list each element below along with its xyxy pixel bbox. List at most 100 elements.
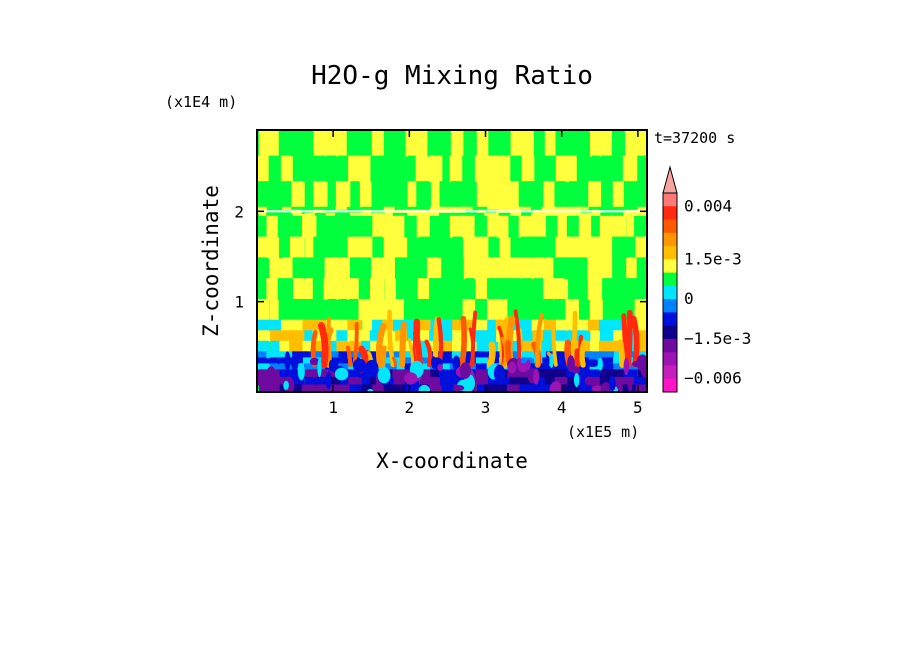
field-cell — [612, 257, 627, 280]
colorbar-segment — [663, 193, 677, 207]
y-tick-label: 2 — [234, 202, 244, 221]
field-cell — [361, 340, 376, 353]
field-cell — [290, 319, 305, 332]
field-cell — [587, 257, 602, 280]
colorbar-segment — [663, 219, 677, 234]
eddy — [404, 372, 418, 385]
field-cell — [449, 215, 465, 238]
field-cell — [566, 130, 581, 157]
field-cell — [496, 278, 512, 300]
field-cell — [385, 212, 400, 217]
field-cell — [270, 340, 285, 353]
field-cell — [589, 351, 605, 359]
field-cell — [531, 206, 546, 211]
field-cell — [313, 155, 329, 183]
field-cell — [384, 278, 400, 300]
field-cell — [543, 369, 558, 378]
field-cell — [325, 215, 341, 238]
x-tick-label: 4 — [557, 398, 567, 417]
field-cell — [430, 369, 445, 378]
field-cell — [601, 357, 616, 365]
field-cell — [610, 155, 625, 183]
field-cell — [474, 376, 489, 386]
field-cell — [531, 384, 547, 392]
eddy — [284, 351, 291, 371]
field-cell — [439, 181, 454, 208]
field-cell — [268, 155, 284, 183]
plume — [399, 321, 407, 368]
field-cell — [587, 278, 603, 300]
field-cell — [578, 384, 594, 392]
eddy — [334, 367, 349, 381]
field-cell — [556, 384, 572, 392]
field-cell — [623, 181, 639, 208]
eddy — [352, 358, 367, 373]
field-cell — [476, 181, 492, 208]
field-cell — [498, 206, 513, 211]
plume — [617, 339, 626, 368]
field-cell — [358, 278, 374, 300]
field-cell — [452, 330, 467, 342]
field-cell — [281, 319, 296, 332]
field-cell — [496, 298, 511, 321]
field-cell — [372, 236, 387, 259]
field-cell — [419, 376, 434, 386]
field-cell — [589, 340, 605, 353]
field-cell — [327, 357, 342, 365]
field-cell — [521, 340, 536, 353]
field-cell — [589, 298, 605, 321]
eddy — [627, 376, 633, 392]
field-cell — [622, 155, 638, 183]
field-cell — [554, 181, 569, 208]
field-cell — [578, 351, 593, 359]
field-cell — [360, 236, 376, 259]
field-cell — [450, 376, 465, 386]
x-tick-label: 1 — [328, 398, 338, 417]
eddy — [309, 357, 320, 366]
field-cell — [625, 278, 640, 300]
field-cell — [472, 319, 488, 332]
field-cell — [418, 340, 433, 353]
field-cell — [576, 155, 592, 183]
field-cell — [257, 357, 271, 365]
field-cell — [623, 212, 639, 217]
field-cell — [451, 257, 466, 280]
field-cell — [291, 206, 306, 211]
field-cell — [613, 319, 628, 332]
field-cell — [347, 369, 362, 378]
field-cell — [449, 155, 465, 183]
colorbar-segment — [663, 285, 677, 300]
field-cell — [452, 340, 467, 353]
field-cell — [407, 212, 422, 217]
field-cell — [533, 376, 548, 386]
field-cell — [599, 130, 615, 157]
field-cell — [476, 351, 491, 359]
field-cell — [383, 206, 399, 211]
field-cell — [336, 278, 352, 300]
field-cell — [314, 212, 330, 217]
field-cell — [304, 369, 320, 378]
field-cell — [315, 384, 331, 392]
field-cell — [404, 215, 419, 238]
field-cell — [496, 257, 512, 280]
eddy — [507, 361, 517, 374]
field-cell — [289, 236, 305, 259]
field-cell — [257, 351, 272, 359]
plume — [317, 322, 329, 369]
field-cell — [575, 257, 591, 280]
field-cell — [587, 369, 602, 378]
field-cell — [267, 236, 283, 259]
field-cell — [383, 384, 399, 392]
field-cell — [348, 215, 363, 238]
field-cell — [395, 257, 410, 280]
field-cell — [359, 155, 374, 183]
field-cell — [315, 298, 330, 321]
field-cell — [371, 181, 386, 208]
field-cell — [635, 384, 647, 392]
field-cell — [578, 357, 593, 365]
field-cell — [257, 319, 272, 332]
field-cell — [601, 181, 616, 208]
field-cell — [323, 206, 339, 211]
plume — [468, 327, 475, 367]
